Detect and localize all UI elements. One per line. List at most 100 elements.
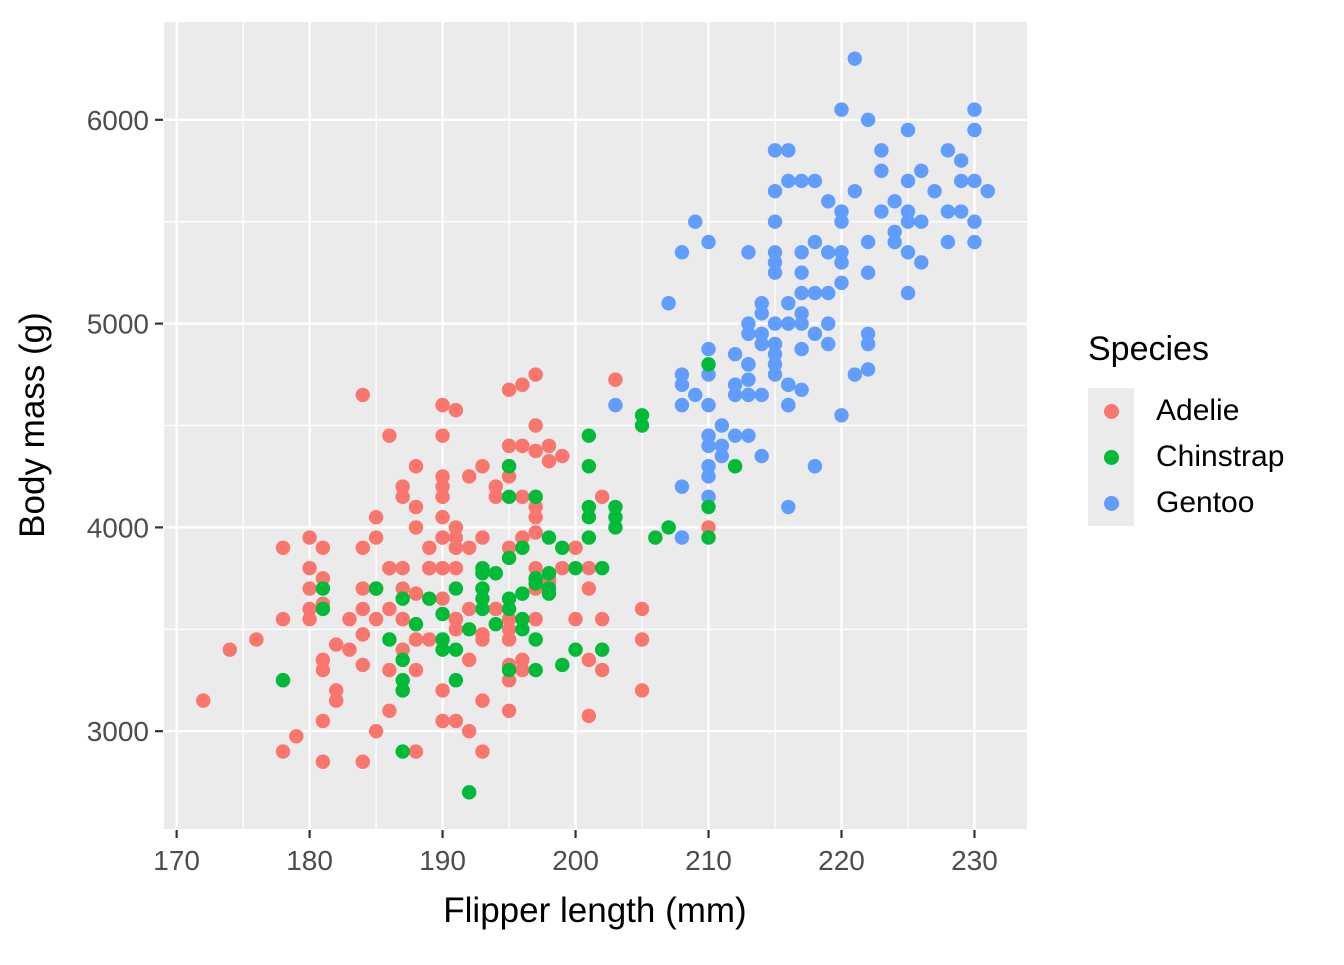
data-point-gentoo: [701, 459, 716, 474]
data-point-adelie: [448, 560, 464, 576]
data-point-gentoo: [900, 204, 916, 219]
data-point-adelie: [448, 622, 464, 637]
data-point-adelie: [568, 611, 583, 627]
data-point-gentoo: [674, 245, 690, 260]
legend-item-adelie: Adelie: [1088, 388, 1284, 434]
data-point-adelie: [355, 627, 370, 642]
data-point-gentoo: [781, 377, 796, 392]
data-point-gentoo: [967, 173, 982, 189]
adelie-point-icon: [1103, 403, 1119, 419]
data-point-gentoo: [860, 234, 876, 250]
data-point-gentoo: [674, 397, 690, 413]
data-point-chinstrap: [568, 642, 583, 657]
legend-label-adelie: Adelie: [1156, 394, 1240, 427]
data-point-chinstrap: [581, 459, 597, 474]
data-point-chinstrap: [528, 632, 543, 647]
data-point-chinstrap: [608, 510, 623, 525]
data-point-adelie: [355, 387, 370, 403]
data-point-gentoo: [794, 265, 809, 280]
data-point-adelie: [382, 428, 397, 443]
data-point-chinstrap: [275, 673, 291, 688]
data-point-gentoo: [701, 489, 716, 505]
data-point-adelie: [528, 560, 543, 576]
data-point-adelie: [515, 652, 530, 668]
data-point-gentoo: [754, 387, 769, 403]
data-point-adelie: [395, 581, 410, 596]
data-point-gentoo: [794, 341, 809, 357]
data-point-chinstrap: [594, 560, 610, 576]
data-point-gentoo: [940, 143, 956, 158]
data-point-gentoo: [914, 255, 929, 270]
data-point-adelie: [634, 683, 650, 698]
data-point-chinstrap: [501, 591, 517, 606]
data-point-gentoo: [834, 245, 849, 260]
data-point-gentoo: [980, 183, 995, 199]
data-point-adelie: [448, 403, 464, 418]
data-point-chinstrap: [528, 571, 543, 586]
legend: Species Adelie Chinstrap Gentoo: [1088, 330, 1284, 526]
x-axis-title: Flipper length (mm): [443, 891, 746, 930]
data-point-chinstrap: [648, 530, 663, 545]
legend-key: [1088, 480, 1134, 526]
data-point-adelie: [302, 601, 317, 617]
data-point-chinstrap: [594, 642, 610, 657]
data-point-gentoo: [834, 255, 849, 270]
data-point-chinstrap: [515, 622, 530, 637]
y-tick-label: 6000: [87, 105, 149, 136]
chinstrap-point-icon: [1103, 449, 1119, 465]
data-point-chinstrap: [608, 499, 623, 515]
data-point-adelie: [608, 372, 623, 387]
data-point-gentoo: [967, 122, 982, 138]
data-point-adelie: [435, 489, 450, 505]
data-point-adelie: [488, 601, 503, 617]
data-point-adelie: [435, 591, 450, 606]
data-point-adelie: [196, 693, 211, 708]
data-point-adelie: [555, 448, 570, 464]
data-point-gentoo: [701, 341, 716, 357]
data-point-adelie: [515, 489, 530, 505]
legend-item-gentoo: Gentoo: [1088, 480, 1284, 526]
data-point-adelie: [435, 510, 450, 525]
data-point-gentoo: [767, 336, 783, 352]
data-point-adelie: [275, 611, 291, 627]
data-point-adelie: [368, 530, 384, 545]
x-tick-label: 170: [153, 845, 200, 876]
data-point-chinstrap: [661, 520, 676, 535]
data-point-gentoo: [741, 326, 756, 341]
data-point-adelie: [501, 540, 517, 555]
data-point-adelie: [461, 469, 477, 484]
data-point-gentoo: [967, 102, 982, 117]
data-point-gentoo: [701, 438, 716, 454]
data-point-adelie: [488, 489, 503, 505]
data-point-adelie: [395, 611, 410, 627]
data-point-adelie: [435, 397, 450, 413]
data-point-gentoo: [874, 163, 889, 178]
data-point-gentoo: [661, 296, 676, 311]
data-point-adelie: [368, 723, 384, 739]
data-point-chinstrap: [488, 616, 503, 632]
data-point-gentoo: [794, 306, 809, 321]
data-point-adelie: [355, 754, 370, 769]
data-point-adelie: [315, 652, 331, 668]
data-point-chinstrap: [501, 601, 517, 617]
data-point-gentoo: [741, 245, 756, 260]
data-point-gentoo: [794, 245, 809, 260]
data-point-adelie: [634, 601, 650, 617]
data-point-gentoo: [860, 326, 876, 341]
data-point-adelie: [395, 479, 410, 494]
data-point-adelie: [355, 540, 370, 555]
data-point-gentoo: [953, 204, 969, 219]
data-point-chinstrap: [528, 489, 543, 505]
x-tick-label: 230: [951, 845, 998, 876]
data-point-gentoo: [967, 214, 982, 229]
data-point-adelie: [581, 560, 597, 576]
data-point-gentoo: [767, 367, 783, 382]
y-tick-label: 3000: [87, 716, 149, 747]
data-point-chinstrap: [448, 581, 464, 596]
data-point-gentoo: [727, 346, 743, 362]
data-point-chinstrap: [701, 499, 716, 515]
data-point-gentoo: [701, 367, 716, 382]
legend-title: Species: [1088, 330, 1209, 368]
data-point-adelie: [541, 453, 557, 469]
x-tick-label: 210: [685, 845, 732, 876]
